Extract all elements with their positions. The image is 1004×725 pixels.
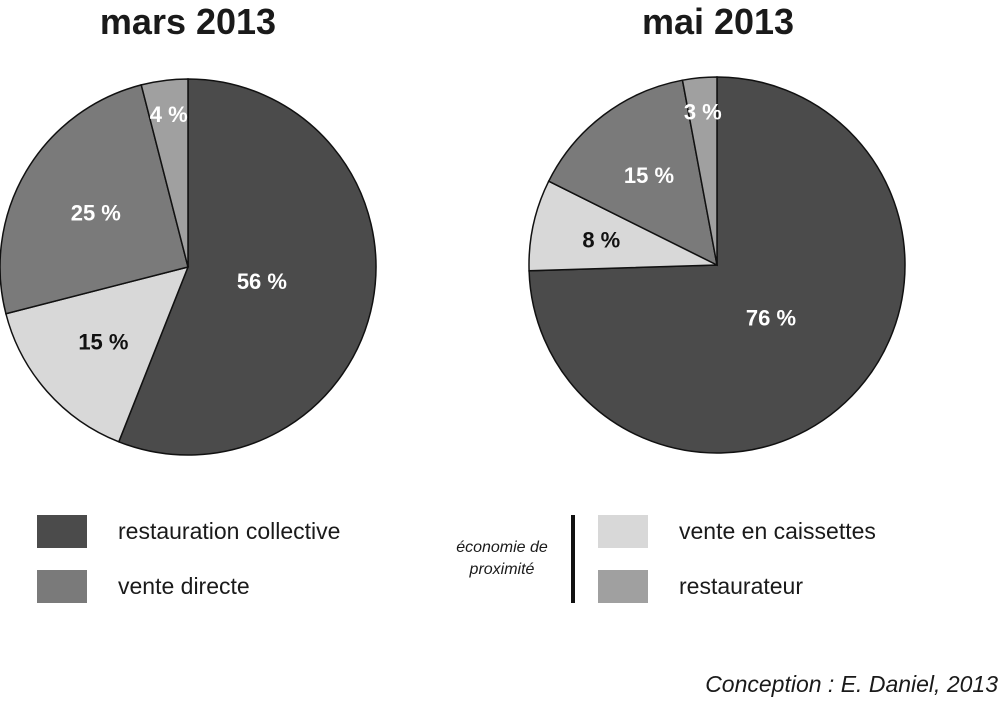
pie-slice-restaurateur-1 [681, 76, 718, 266]
pie-label-restaurateur-1: 3 % [684, 100, 722, 125]
pie-label-vente-en-caissettes-1: 8 % [582, 228, 620, 253]
legend-swatch-vente-en-caissettes [598, 515, 648, 548]
credit-text: Conception : E. Daniel, 2013 [705, 671, 998, 697]
pie-slice-vente-en-caissettes-0 [4, 265, 190, 443]
pie-label-vente-directe-1: 15 % [624, 163, 674, 188]
legend-group-label: économie de proximité [456, 539, 548, 578]
pie-label-restauration-collective-1: 76 % [746, 305, 796, 330]
pie-label-vente-en-caissettes-0: 15 % [78, 330, 128, 355]
pie-slice-restaurateur-0 [140, 78, 189, 268]
pie-slice-vente-directe-0 [0, 83, 189, 315]
pie-slice-vente-en-caissettes-1 [528, 180, 718, 272]
pie-label-vente-directe-0: 25 % [71, 201, 121, 226]
legend-label-restauration-collective: restauration collective [118, 518, 341, 544]
chart-title-mars-2013: mars 2013 [99, 1, 277, 42]
pie-slice-vente-directe-1 [547, 79, 719, 267]
legend-swatch-vente-directe [37, 570, 87, 603]
pie-label-restauration-collective-0: 56 % [237, 269, 287, 294]
pie-label-restaurateur-0: 4 % [150, 102, 188, 127]
legend-swatch-restaurateur [598, 570, 648, 603]
legend-swatch-restauration-collective [37, 515, 87, 548]
legend-label-vente-directe: vente directe [118, 573, 250, 599]
chart-title-mai-2013: mai 2013 [641, 1, 795, 42]
legend-group-bracket [571, 515, 575, 603]
legend-label-restaurateur: restaurateur [679, 573, 804, 599]
legend-label-vente-en-caissettes: vente en caissettes [679, 518, 876, 544]
pie-slice-restauration-collective-0 [117, 78, 377, 456]
pie-charts: 56 % 15 % 25 % 4 % 76 % 8 % 15 % 3 % [0, 76, 906, 456]
